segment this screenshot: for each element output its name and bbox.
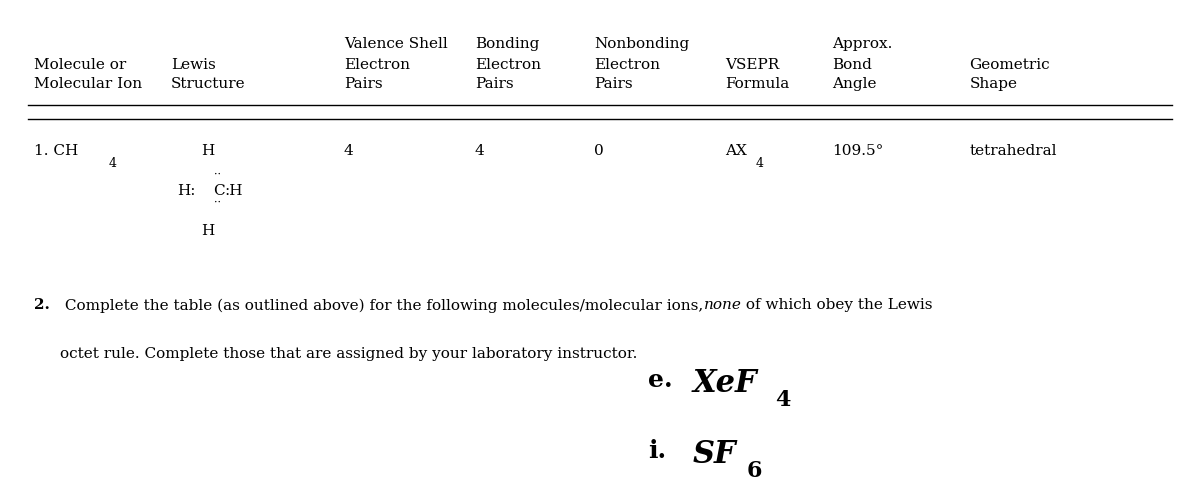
Text: 4: 4 [343, 144, 354, 158]
Text: H: H [200, 144, 214, 158]
Text: none: none [703, 299, 742, 312]
Text: Pairs: Pairs [475, 77, 514, 91]
Text: ··: ·· [214, 170, 221, 180]
Text: Molecule or: Molecule or [34, 58, 126, 72]
Text: of which obey the Lewis: of which obey the Lewis [742, 299, 932, 312]
Text: Structure: Structure [170, 77, 246, 91]
Text: Nonbonding: Nonbonding [594, 37, 689, 51]
Text: Pairs: Pairs [594, 77, 632, 91]
Text: 2.: 2. [34, 299, 50, 312]
Text: Electron: Electron [475, 58, 541, 72]
Text: Bond: Bond [833, 58, 872, 72]
Text: 1. CH: 1. CH [34, 144, 78, 158]
Text: Geometric: Geometric [970, 58, 1050, 72]
Text: AX: AX [725, 144, 746, 158]
Text: C: C [212, 184, 224, 198]
Text: 4: 4 [756, 157, 764, 170]
Text: Formula: Formula [725, 77, 790, 91]
Text: Valence Shell: Valence Shell [343, 37, 448, 51]
Text: H:: H: [176, 184, 196, 198]
Text: Pairs: Pairs [343, 77, 383, 91]
Text: :H: :H [224, 184, 244, 198]
Text: Lewis: Lewis [170, 58, 216, 72]
Text: Electron: Electron [343, 58, 409, 72]
Text: H: H [200, 224, 214, 238]
Text: 0: 0 [594, 144, 604, 158]
Text: i.: i. [648, 439, 666, 463]
Text: 4: 4 [109, 157, 118, 170]
Text: 109.5°: 109.5° [833, 144, 883, 158]
Text: SF: SF [692, 439, 737, 469]
Text: octet rule. Complete those that are assigned by your laboratory instructor.: octet rule. Complete those that are assi… [60, 347, 637, 362]
Text: 6: 6 [746, 460, 762, 482]
Text: XeF: XeF [692, 368, 757, 400]
Text: Angle: Angle [833, 77, 877, 91]
Text: 4: 4 [775, 389, 791, 411]
Text: Electron: Electron [594, 58, 660, 72]
Text: VSEPR: VSEPR [725, 58, 779, 72]
Text: ··: ·· [214, 198, 221, 208]
Text: Bonding: Bonding [475, 37, 539, 51]
Text: Molecular Ion: Molecular Ion [34, 77, 142, 91]
Text: 4: 4 [475, 144, 485, 158]
Text: Approx.: Approx. [833, 37, 893, 51]
Text: e.: e. [648, 368, 672, 392]
Text: Shape: Shape [970, 77, 1018, 91]
Text: tetrahedral: tetrahedral [970, 144, 1057, 158]
Text: Complete the table (as outlined above) for the following molecules/molecular ion: Complete the table (as outlined above) f… [60, 299, 708, 313]
